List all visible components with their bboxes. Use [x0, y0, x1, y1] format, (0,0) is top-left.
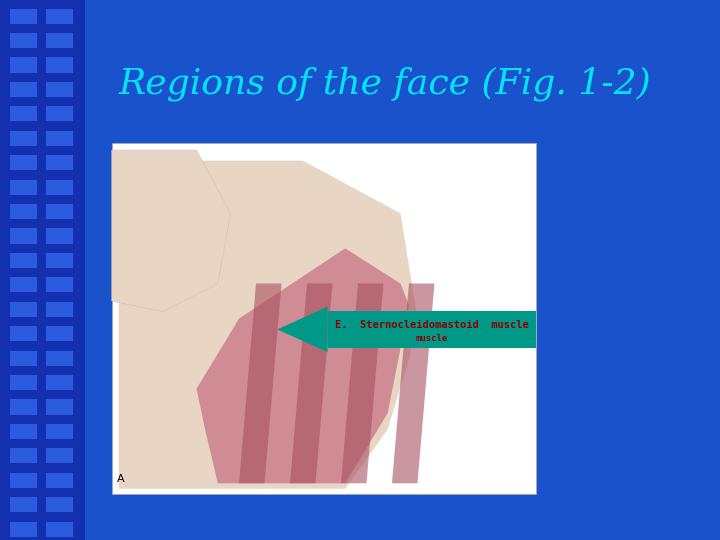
Bar [10, 497, 37, 512]
Bar [10, 350, 37, 366]
Polygon shape [290, 284, 333, 483]
Polygon shape [277, 307, 328, 352]
Bar [0, 0, 85, 540]
Bar [10, 448, 37, 463]
Bar [10, 424, 37, 439]
Bar [46, 33, 73, 48]
Bar [10, 204, 37, 219]
Bar [46, 375, 73, 390]
Bar [10, 155, 37, 170]
Polygon shape [392, 284, 434, 483]
Bar [10, 473, 37, 488]
Bar [46, 350, 73, 366]
Bar [10, 302, 37, 317]
Bar [46, 497, 73, 512]
Bar [46, 302, 73, 317]
Bar [46, 278, 73, 293]
Text: muscle: muscle [416, 334, 448, 343]
Bar [10, 131, 37, 146]
Bar [46, 155, 73, 170]
Bar [46, 424, 73, 439]
Text: Regions of the face (Fig. 1-2): Regions of the face (Fig. 1-2) [119, 66, 652, 101]
Bar [10, 253, 37, 268]
Bar [10, 375, 37, 390]
Bar [46, 57, 73, 72]
Bar [10, 33, 37, 48]
Bar [112, 143, 536, 494]
Bar [10, 106, 37, 122]
Bar [46, 106, 73, 122]
Bar [10, 228, 37, 244]
Bar [10, 522, 37, 537]
Bar [10, 57, 37, 72]
Bar [46, 82, 73, 97]
Bar [10, 180, 37, 195]
Polygon shape [341, 284, 384, 483]
Bar [46, 9, 73, 24]
Bar [46, 180, 73, 195]
Bar [46, 473, 73, 488]
Bar [46, 326, 73, 341]
Bar [328, 310, 536, 348]
Bar [46, 228, 73, 244]
Polygon shape [112, 150, 230, 312]
Bar [46, 253, 73, 268]
Bar [46, 522, 73, 537]
Text: A: A [117, 474, 125, 484]
Bar [10, 326, 37, 341]
Bar [46, 448, 73, 463]
Bar [10, 9, 37, 24]
Polygon shape [197, 248, 409, 483]
Bar [10, 82, 37, 97]
Text: E.  Sternocleidomastoid  muscle: E. Sternocleidomastoid muscle [335, 320, 529, 330]
Polygon shape [239, 284, 282, 483]
Bar [46, 400, 73, 415]
Bar [10, 278, 37, 293]
Polygon shape [119, 161, 418, 489]
Bar [46, 131, 73, 146]
Bar [10, 400, 37, 415]
Bar [46, 204, 73, 219]
